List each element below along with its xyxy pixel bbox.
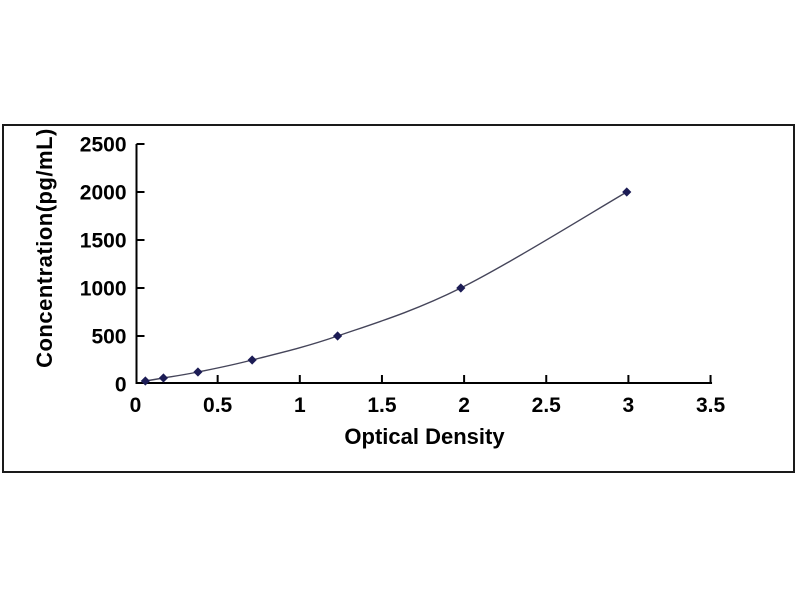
y-tick-label: 1500 [80,230,127,253]
y-tick-label: 0 [115,374,127,397]
data-point-marker [140,376,150,386]
x-tick-label: 3.5 [696,394,726,417]
data-point-marker [456,283,466,293]
data-point-marker [193,367,203,377]
chart-frame [2,124,795,473]
y-tick-label: 2000 [80,182,127,205]
x-axis-title: Optical Density [344,424,505,449]
data-point-marker [247,355,257,365]
x-tick-label: 2 [458,394,470,417]
y-tick-label: 2500 [80,134,127,157]
x-tick-label: 2.5 [532,394,562,417]
x-tick-label: 1 [294,394,306,417]
data-point-marker [332,331,343,341]
x-tick-label: 1.5 [367,394,397,417]
y-tick-label: 500 [91,326,126,349]
x-tick-label: 3 [623,394,635,417]
x-tick-label: 0.5 [203,394,233,417]
y-tick-label: 1000 [80,278,127,301]
data-point-marker [158,373,169,383]
x-tick-label: 0 [130,394,142,417]
data-point-marker [622,187,632,197]
y-axis-title: Concentration(pg/mL) [32,128,57,368]
standard-curve-line [145,191,628,382]
